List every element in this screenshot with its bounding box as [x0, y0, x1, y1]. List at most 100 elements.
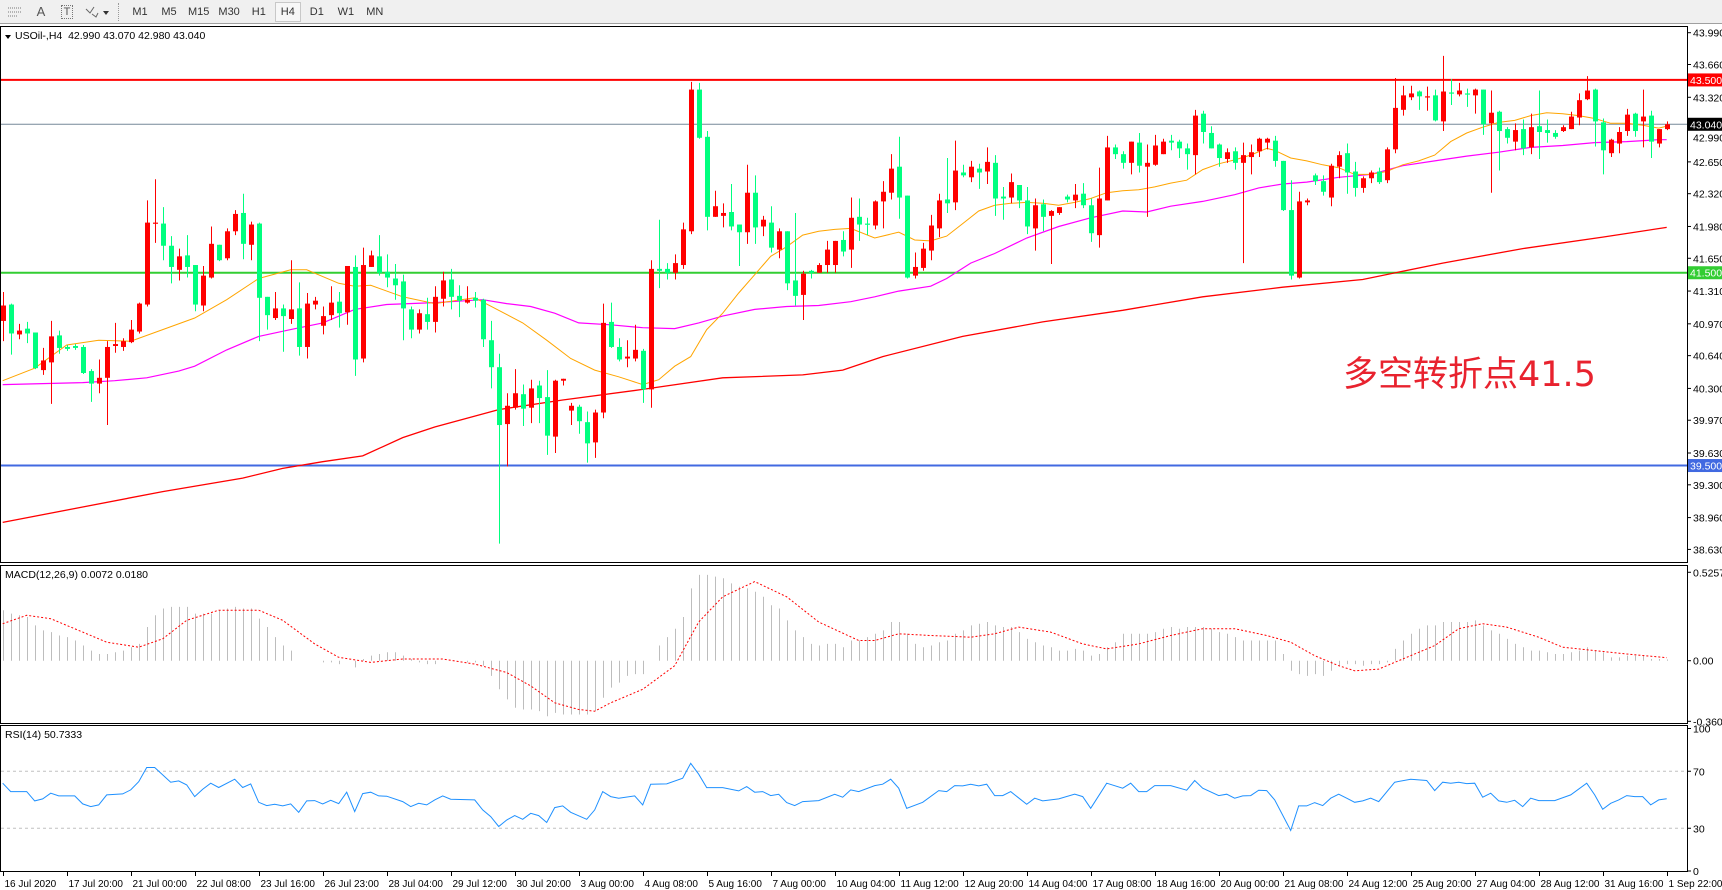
candle-body — [905, 195, 910, 278]
candle — [1265, 137, 1270, 150]
candle-body — [377, 256, 382, 273]
candle-body — [689, 89, 694, 232]
candle — [233, 210, 238, 236]
candle-body — [801, 273, 806, 295]
price-level-badge — [1688, 73, 1722, 87]
candle — [1569, 111, 1574, 130]
candle — [1113, 144, 1118, 159]
candle-body — [1441, 91, 1446, 122]
candle — [1001, 186, 1006, 220]
candle — [753, 175, 758, 244]
candle — [529, 379, 534, 424]
candle — [561, 378, 566, 386]
candle — [1025, 186, 1030, 235]
candle — [1329, 163, 1334, 207]
candle — [1201, 110, 1206, 144]
candle — [1193, 109, 1198, 175]
candle-body — [1201, 113, 1206, 132]
date-tick-label: 23 Jul 16:00 — [261, 879, 316, 890]
candle-body — [1097, 198, 1102, 236]
rsi-tick-label: 0 — [1693, 866, 1699, 878]
candle-body — [617, 346, 622, 360]
candle — [793, 212, 798, 306]
symbol-header: USOil-,H4 42.990 43.070 42.980 43.040 — [15, 30, 205, 42]
candle-body — [809, 270, 814, 273]
timeframe-d1[interactable]: D1 — [309, 5, 324, 18]
candle-body — [961, 172, 966, 176]
candle — [49, 320, 54, 404]
candle — [401, 274, 406, 341]
timeframe-h4[interactable]: H4 — [274, 1, 301, 22]
chart-annotation-text: 多空转折点41.5 — [1343, 355, 1596, 395]
text-icon[interactable]: A — [30, 2, 52, 22]
candle-body — [1089, 205, 1094, 234]
candle-body — [1153, 145, 1158, 165]
candle — [745, 164, 750, 244]
timeframe-w1[interactable]: W1 — [337, 5, 355, 18]
candle — [553, 379, 558, 454]
candle — [161, 207, 166, 261]
price-tick-label: 38.960 — [1693, 513, 1722, 525]
timeframe-h1[interactable]: H1 — [251, 5, 266, 18]
candle — [1169, 134, 1174, 151]
timeframe-m15[interactable]: M15 — [188, 5, 210, 18]
candle-body — [329, 302, 334, 316]
date-tick-label: 18 Aug 16:00 — [1157, 879, 1216, 890]
candle — [217, 244, 222, 262]
candle-body — [601, 322, 606, 413]
shapes-icon[interactable] — [82, 2, 112, 22]
candle-body — [977, 168, 982, 173]
candle — [41, 347, 46, 375]
candle — [1665, 121, 1670, 131]
candle — [601, 303, 606, 419]
candle — [1073, 184, 1078, 209]
candle-body — [361, 265, 366, 359]
timeframe-m5[interactable]: M5 — [161, 5, 177, 18]
candle-body — [1609, 139, 1614, 154]
candle-body — [1617, 131, 1622, 144]
candle — [89, 369, 94, 402]
date-tick-label: 24 Aug 12:00 — [1349, 879, 1408, 890]
candle — [121, 338, 126, 351]
candle-body — [449, 279, 454, 297]
candle-body — [1273, 140, 1278, 161]
candle-body — [113, 344, 118, 346]
candle-body — [753, 192, 758, 228]
candle-body — [73, 346, 78, 348]
candle — [137, 302, 142, 334]
candle-body — [1625, 114, 1630, 132]
candle-body — [529, 388, 534, 408]
text-label-icon[interactable]: T — [56, 2, 78, 22]
candle — [545, 370, 550, 455]
candle-body — [1137, 142, 1142, 166]
period-separators-icon[interactable] — [4, 2, 26, 22]
candle-body — [1585, 90, 1590, 100]
candle — [1505, 127, 1510, 144]
candle-body — [553, 380, 558, 437]
candle — [1481, 89, 1486, 135]
candle — [153, 179, 158, 243]
timeframe-mn[interactable]: MN — [366, 5, 384, 18]
candle-body — [9, 304, 14, 334]
candle — [801, 270, 806, 320]
candle-body — [345, 265, 350, 313]
candle-body — [1233, 151, 1238, 163]
candle-body — [1553, 132, 1558, 137]
candle — [1385, 147, 1390, 184]
timeframe-m1[interactable]: M1 — [132, 5, 148, 18]
candle — [1513, 123, 1518, 151]
candle-body — [1457, 90, 1462, 95]
candle-body — [401, 281, 406, 309]
candle-body — [249, 224, 254, 245]
candle — [1425, 86, 1430, 111]
candle — [1353, 161, 1358, 197]
candle-body — [1409, 93, 1414, 98]
timeframe-m30[interactable]: M30 — [218, 5, 240, 18]
candle — [737, 224, 742, 266]
candle-body — [1241, 155, 1246, 163]
ma-mid-line — [2, 139, 1667, 386]
candle — [441, 271, 446, 307]
candle — [177, 248, 182, 281]
candle — [265, 296, 270, 330]
